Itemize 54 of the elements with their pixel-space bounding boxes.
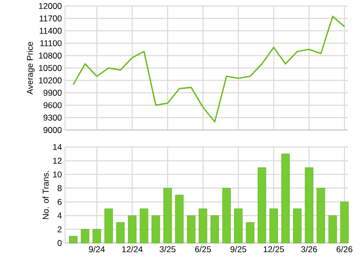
x-tick-label: 12/25	[264, 246, 284, 252]
y-tick-label: 14	[53, 144, 62, 150]
y-tick-label: 9900	[44, 90, 62, 96]
x-tick-label: 9/24	[88, 246, 105, 252]
y-tick-label: 9300	[44, 114, 62, 121]
bar	[234, 208, 243, 244]
y-tick-label: 8	[58, 185, 62, 192]
bar	[104, 208, 113, 244]
bar	[175, 194, 184, 244]
bar	[128, 215, 136, 244]
bar	[246, 222, 254, 244]
bar	[281, 154, 290, 244]
x-tick-label: 6/25	[195, 246, 211, 252]
y-tick-label: 11700	[40, 15, 62, 22]
y-tick-label: 9000	[44, 127, 62, 133]
x-tick-label: 6/26	[336, 246, 352, 252]
y-tick-label: 10800	[39, 52, 62, 59]
bar	[340, 202, 349, 244]
bar	[80, 229, 90, 244]
y-tick-label: 4	[57, 212, 62, 218]
y-tick-label: 6	[58, 198, 62, 205]
bar	[210, 215, 219, 244]
bar	[198, 208, 208, 244]
y-tick-label: 2	[58, 226, 62, 232]
x-tick-label: 12/24	[122, 246, 143, 252]
y-tick-label: 10	[53, 171, 62, 178]
bar	[116, 222, 125, 244]
y-tick-label: 0	[58, 240, 62, 246]
y-axis-title: No. of Trans.	[42, 171, 49, 220]
y-tick-label: 10500	[39, 65, 62, 71]
bar	[92, 229, 102, 244]
x-tick-label: 9/25	[230, 246, 246, 252]
y-tick-label: 11400	[40, 28, 62, 34]
bar	[140, 208, 148, 244]
x-tick-label: 3/25	[160, 246, 176, 252]
line-series	[72, 16, 346, 122]
y-tick-label: 12	[53, 158, 62, 164]
bar	[163, 188, 172, 244]
bar	[152, 215, 160, 244]
bar	[293, 208, 302, 244]
y-axis-title: Average Price	[26, 42, 35, 94]
y-tick-label: 11100	[40, 40, 62, 46]
bar	[316, 188, 326, 244]
bar	[304, 167, 314, 244]
bar	[222, 188, 231, 244]
bar	[258, 167, 266, 244]
y-tick-label: 9600	[44, 102, 62, 108]
y-tick-label: 10200	[39, 77, 62, 84]
bar	[186, 215, 196, 244]
bar	[270, 208, 278, 244]
y-tick-label: 12000	[39, 3, 62, 9]
bar	[69, 236, 78, 244]
x-tick-label: 3/26	[301, 246, 317, 252]
bar	[328, 215, 337, 244]
